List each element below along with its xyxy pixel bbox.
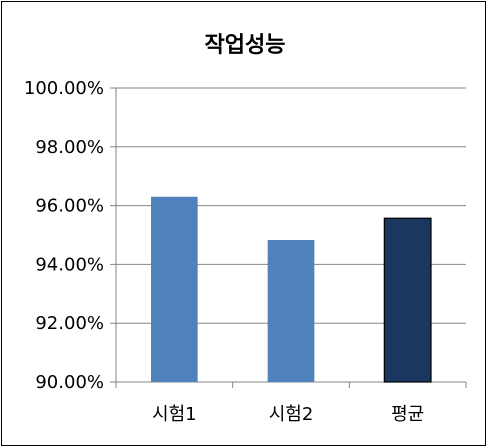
y-tick-label: 94.00%	[35, 254, 104, 275]
y-tick-label: 96.00%	[35, 196, 104, 217]
bar-2	[267, 239, 315, 382]
y-tick-label: 90.00%	[35, 372, 104, 393]
x-tick-label: 시험2	[269, 404, 314, 425]
x-tick-labels: 시험1 시험2 평균	[152, 404, 424, 425]
chart-title: 작업성능	[205, 33, 286, 58]
y-tick-label: 100.00%	[24, 78, 104, 99]
y-tick-label: 92.00%	[35, 313, 104, 334]
bars	[151, 196, 432, 383]
y-tick-labels: 90.00% 92.00% 94.00% 96.00% 98.00% 100.00%	[24, 78, 104, 393]
bar-1	[151, 196, 198, 382]
x-tick-label: 시험1	[152, 404, 197, 425]
y-tick-label: 98.00%	[35, 137, 104, 158]
bar-3	[383, 217, 432, 383]
x-tick-label: 평균	[391, 404, 424, 425]
